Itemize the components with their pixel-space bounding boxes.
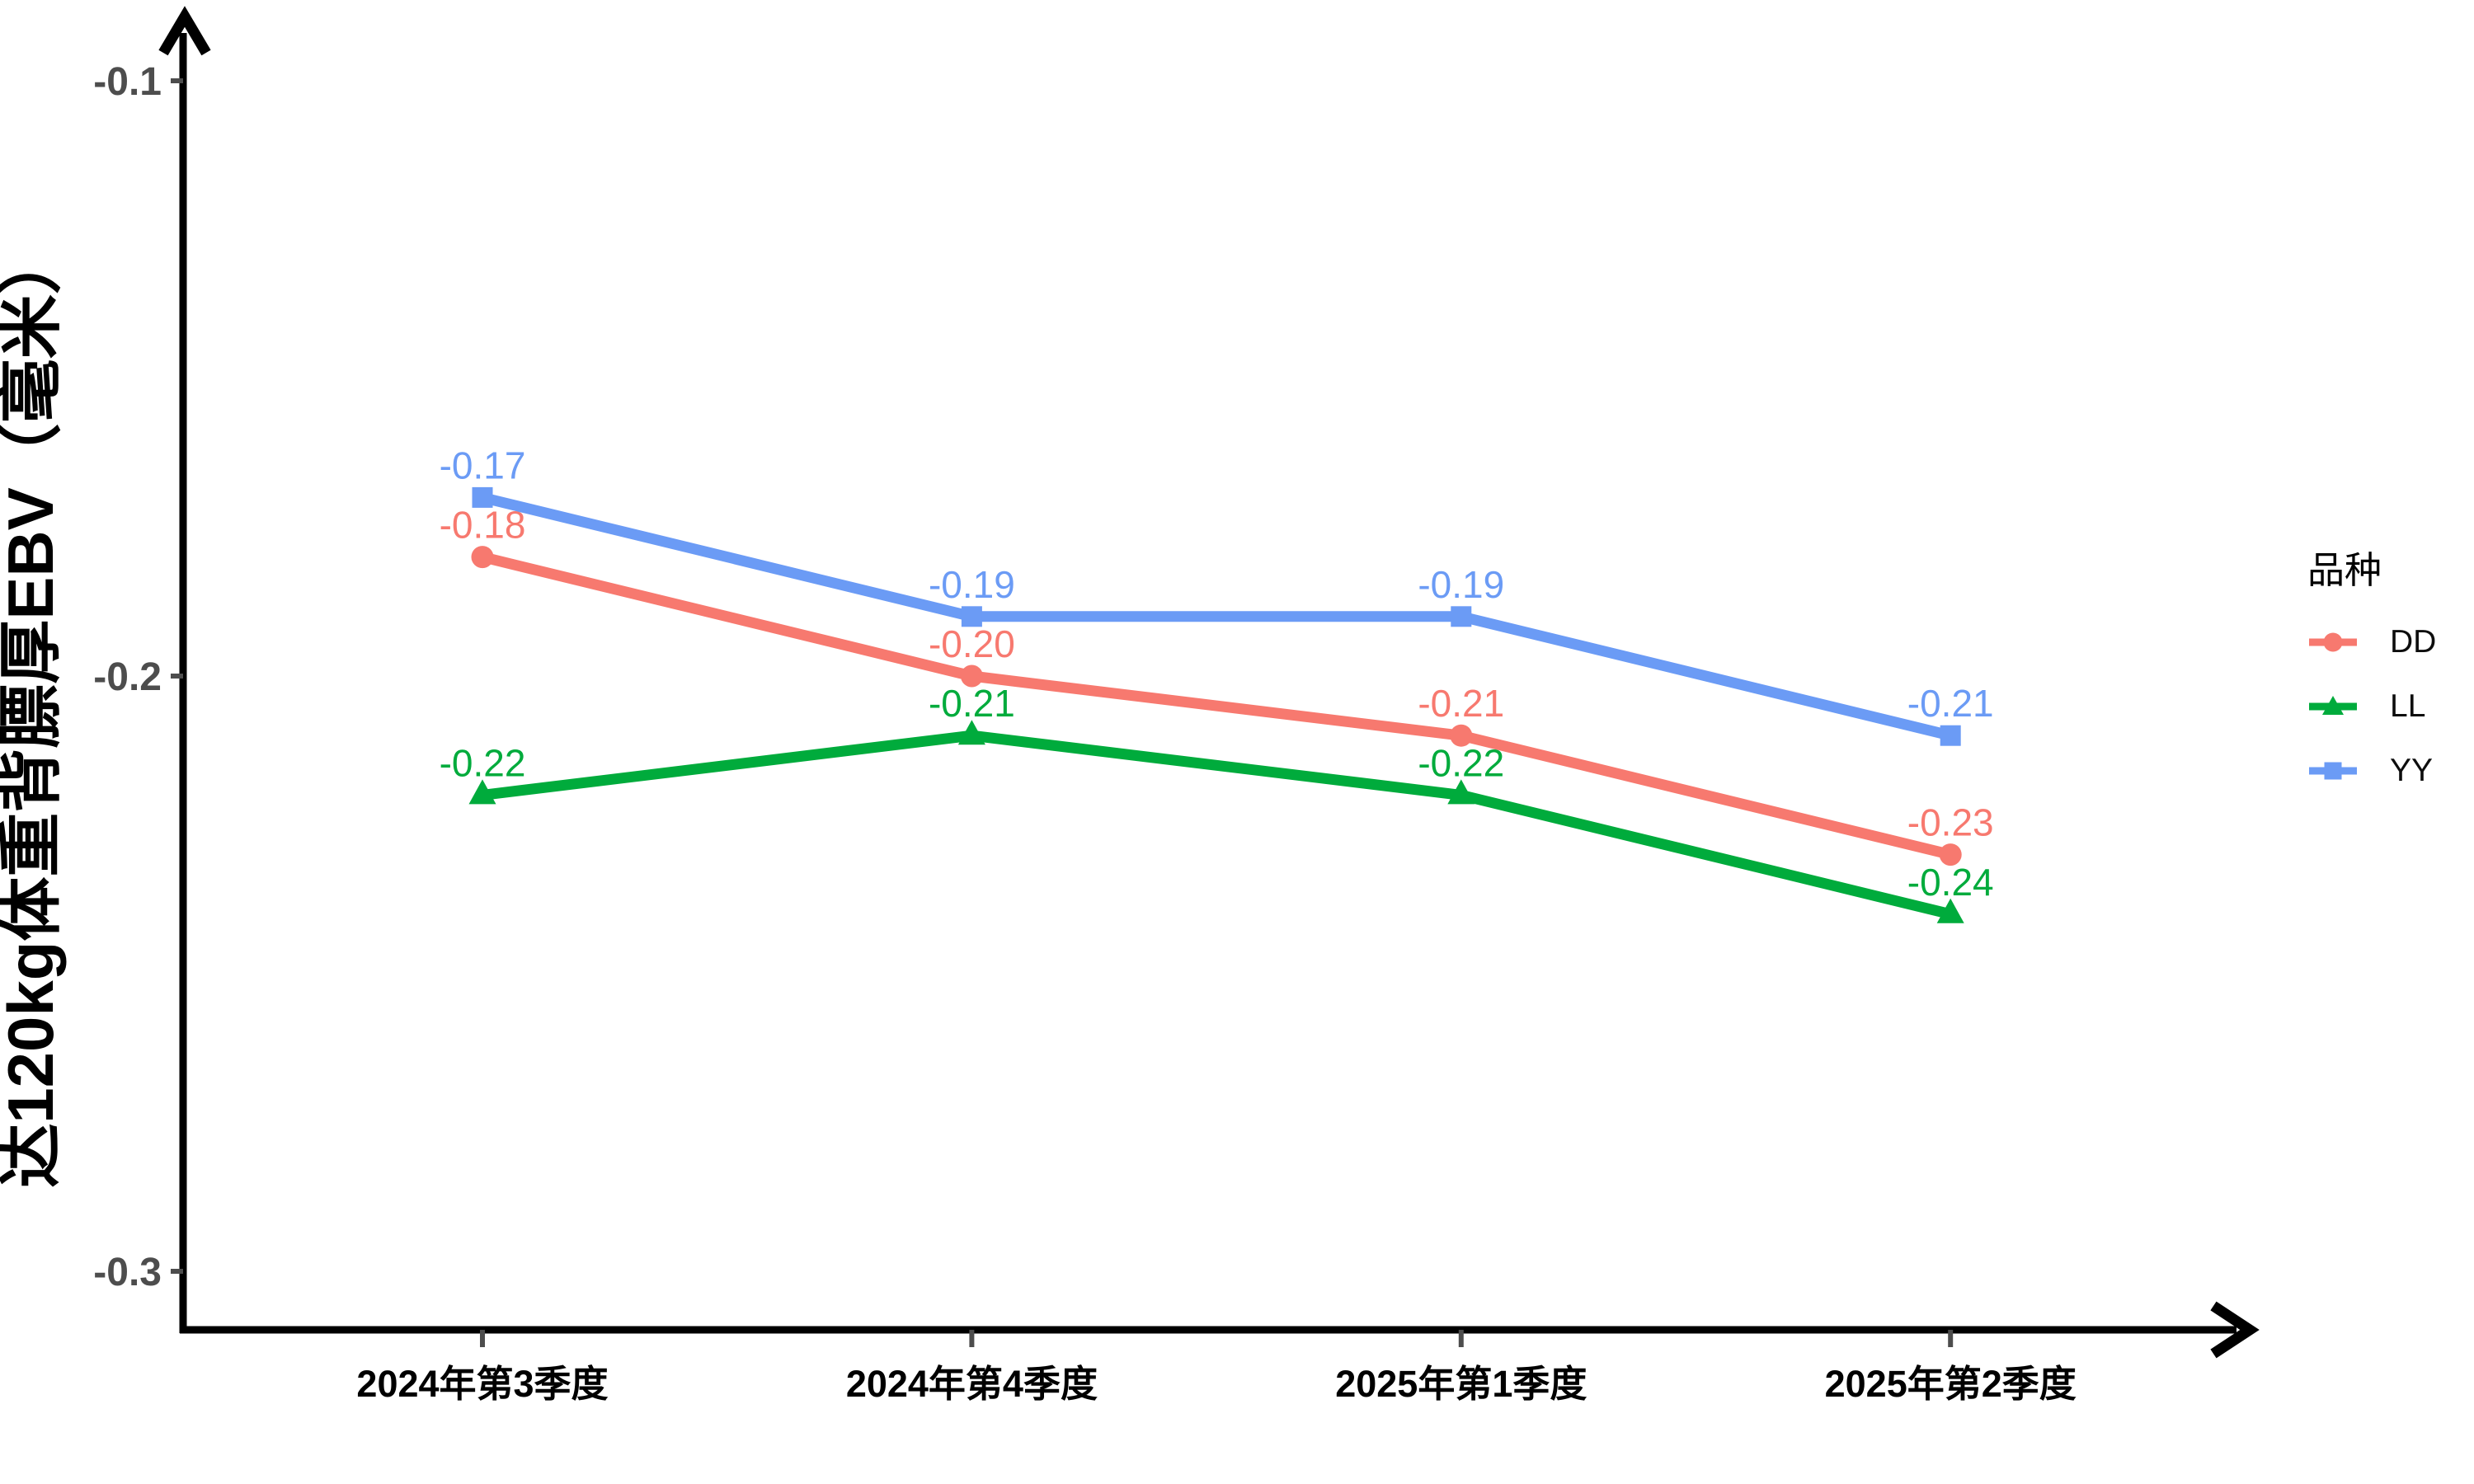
data-label-yy-2: -0.19 [1418,563,1504,606]
legend-label-dd: DD [2390,624,2437,660]
marker-yy-1 [961,606,982,627]
marker-yy-2 [1451,606,1472,627]
data-label-ll-0: -0.22 [440,741,526,784]
data-label-ll-3: -0.24 [1907,861,1994,904]
legend-label-ll: LL [2390,688,2426,724]
x-axis-arrow-icon [2210,1301,2260,1359]
legend-item-dd: DD [2302,610,2436,674]
data-label-dd-2: -0.21 [1418,682,1504,725]
series-line-ll [482,730,1952,920]
marker-ll-1 [957,720,985,745]
marker-dd-2 [1450,724,1473,747]
data-label-ll-1: -0.21 [929,682,1015,725]
marker-yy-3 [1940,725,1961,746]
ll-triangle-marker-icon [2309,696,2357,715]
x-tick-label: 2024年第3季度 [356,1363,608,1405]
y-axis-arrow-icon [158,6,211,56]
dd-circle-marker-icon [2309,632,2357,652]
series-line-yy [481,492,1952,741]
legend-item-yy: YY [2302,739,2436,803]
y-tick-label: -0.1 [93,60,162,104]
marker-dd-0 [471,546,494,569]
legend-item-ll: LL [2302,674,2436,739]
marker-ll-3 [1936,898,1964,923]
marker-dd-1 [960,665,983,688]
data-label-ll-2: -0.22 [1418,741,1504,784]
legend-label-yy: YY [2390,753,2434,788]
data-label-dd-0: -0.18 [440,504,526,547]
data-label-yy-3: -0.21 [1907,682,1994,725]
marker-ll-0 [468,779,496,805]
data-label-yy-0: -0.17 [440,444,526,486]
data-label-dd-1: -0.20 [929,622,1015,665]
x-tick-label: 2025年第1季度 [1335,1363,1587,1405]
x-tick-label: 2024年第4季度 [846,1363,1098,1405]
data-label-dd-3: -0.23 [1907,801,1994,844]
marker-yy-0 [472,486,493,508]
x-tick-label: 2025年第2季度 [1825,1363,2077,1405]
data-label-yy-1: -0.19 [929,563,1015,606]
yy-square-marker-icon [2309,762,2357,780]
legend-title: 品种 [2307,549,2382,591]
legend: 品种 DD LL YY [2302,551,2436,803]
y-tick-label: -0.3 [93,1251,162,1294]
marker-dd-3 [1939,843,1962,866]
y-axis-title: 达120kg体重背膘厚EBV（毫米） [0,230,67,1188]
series-line-dd [481,552,1952,860]
y-tick-label: -0.2 [93,655,162,699]
marker-ll-2 [1447,779,1475,805]
